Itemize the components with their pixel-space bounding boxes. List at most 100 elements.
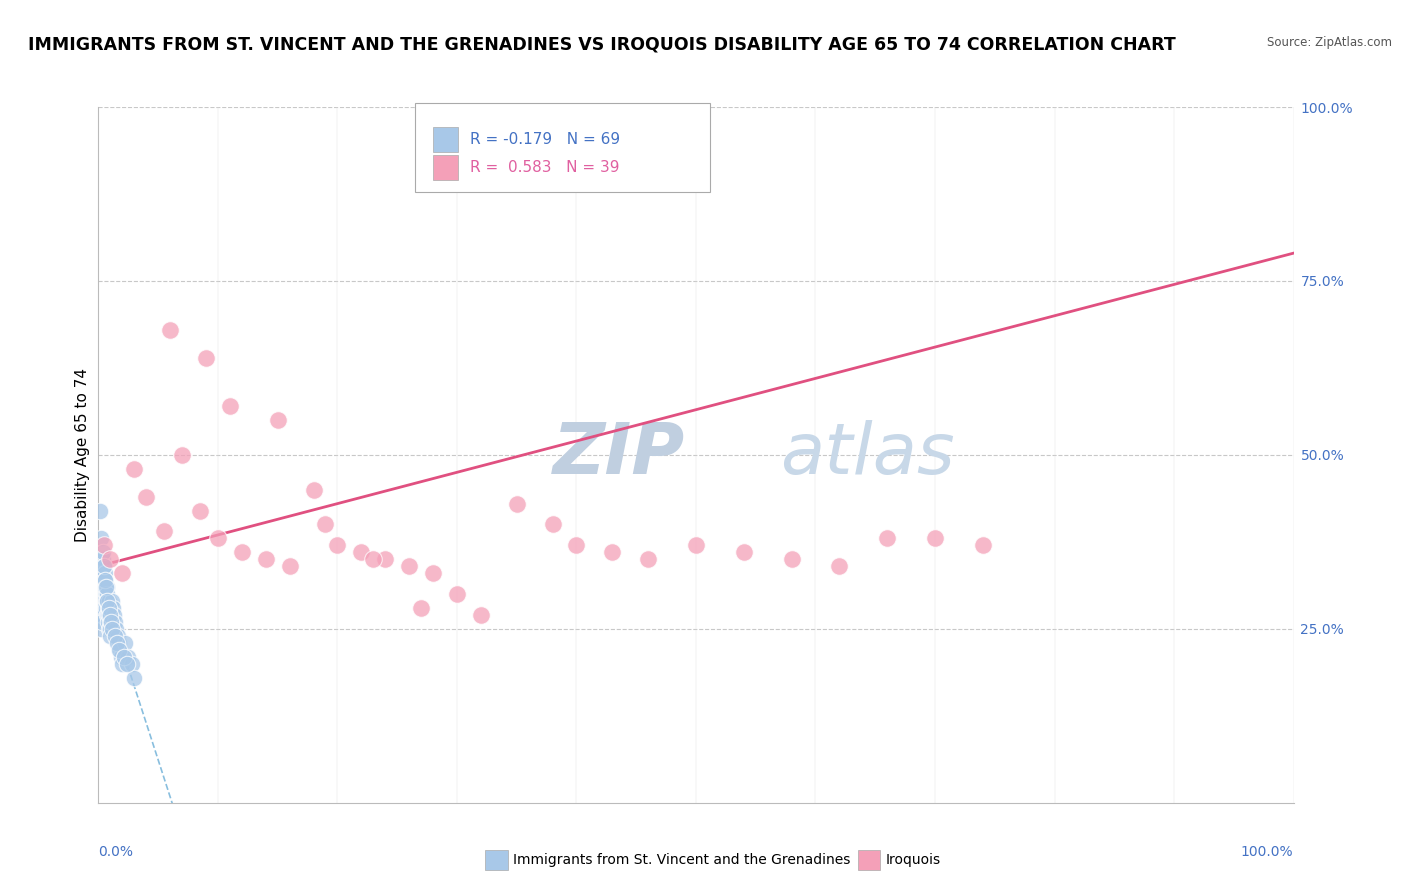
Point — [105, 622, 128, 636]
Point — [96, 594, 118, 608]
Point — [91, 566, 114, 581]
Point — [96, 580, 118, 594]
Point — [326, 538, 349, 552]
Point — [98, 615, 121, 629]
Point — [90, 566, 112, 581]
Point — [97, 622, 120, 636]
Point — [94, 580, 117, 594]
Point — [90, 594, 112, 608]
Point — [637, 552, 659, 566]
Point — [101, 601, 124, 615]
Point — [112, 649, 135, 664]
Point — [207, 532, 229, 546]
Point — [780, 552, 803, 566]
Point — [96, 601, 118, 615]
Point — [733, 545, 755, 559]
Point — [267, 413, 290, 427]
Point — [94, 573, 117, 587]
Point — [91, 580, 114, 594]
Point — [117, 649, 139, 664]
Point — [153, 524, 176, 539]
Point — [107, 636, 129, 650]
Point — [135, 490, 157, 504]
Point — [89, 587, 111, 601]
Point — [98, 622, 121, 636]
Point — [315, 517, 337, 532]
Point — [87, 552, 110, 566]
Point — [91, 545, 114, 559]
Point — [91, 615, 114, 629]
Point — [111, 566, 134, 581]
Point — [97, 615, 120, 629]
Point — [93, 538, 115, 552]
Point — [105, 636, 128, 650]
Point — [97, 601, 120, 615]
Point — [89, 607, 111, 622]
Point — [90, 532, 112, 546]
Point — [93, 601, 115, 615]
Point — [89, 573, 111, 587]
Point — [195, 351, 218, 365]
Point — [972, 538, 994, 552]
Point — [98, 607, 121, 622]
Point — [93, 559, 115, 574]
Point — [100, 594, 122, 608]
Point — [90, 601, 112, 615]
Point — [104, 615, 127, 629]
Point — [506, 497, 529, 511]
Point — [98, 607, 121, 622]
Point — [254, 552, 277, 566]
Point — [96, 607, 118, 622]
Point — [93, 594, 115, 608]
Text: 100.0%: 100.0% — [1241, 845, 1294, 858]
Point — [115, 657, 138, 671]
Point — [93, 587, 115, 601]
Point — [97, 601, 120, 615]
Point — [93, 559, 115, 574]
Point — [411, 601, 433, 615]
Point — [91, 607, 114, 622]
Point — [98, 552, 122, 566]
Point — [398, 559, 420, 574]
Point — [94, 594, 117, 608]
Point — [94, 587, 117, 601]
Point — [924, 532, 946, 546]
Point — [90, 622, 112, 636]
Point — [108, 642, 131, 657]
Point — [219, 399, 242, 413]
Text: Immigrants from St. Vincent and the Grenadines: Immigrants from St. Vincent and the Gren… — [513, 853, 851, 867]
Point — [602, 545, 624, 559]
Point — [90, 580, 112, 594]
Point — [110, 649, 132, 664]
Point — [96, 587, 118, 601]
Text: atlas: atlas — [780, 420, 955, 490]
Point — [363, 552, 385, 566]
Point — [89, 601, 111, 615]
Point — [91, 552, 114, 566]
Point — [541, 517, 564, 532]
Point — [94, 573, 117, 587]
Point — [108, 642, 131, 657]
Point — [103, 629, 125, 643]
Point — [111, 657, 134, 671]
Point — [374, 552, 396, 566]
Text: R = -0.179   N = 69: R = -0.179 N = 69 — [470, 132, 620, 146]
Point — [100, 615, 122, 629]
Text: 0.0%: 0.0% — [98, 845, 134, 858]
Point — [124, 671, 146, 685]
Y-axis label: Disability Age 65 to 74: Disability Age 65 to 74 — [75, 368, 90, 542]
Point — [172, 448, 194, 462]
Text: IMMIGRANTS FROM ST. VINCENT AND THE GRENADINES VS IROQUOIS DISABILITY AGE 65 TO : IMMIGRANTS FROM ST. VINCENT AND THE GREN… — [28, 36, 1175, 54]
Point — [107, 629, 129, 643]
Point — [121, 657, 143, 671]
Point — [97, 594, 120, 608]
Point — [422, 566, 444, 581]
Text: Source: ZipAtlas.com: Source: ZipAtlas.com — [1267, 36, 1392, 49]
Text: Iroquois: Iroquois — [886, 853, 941, 867]
Point — [98, 601, 121, 615]
Point — [231, 545, 253, 559]
Point — [124, 462, 146, 476]
Point — [101, 622, 124, 636]
Point — [93, 566, 115, 581]
Point — [302, 483, 325, 497]
